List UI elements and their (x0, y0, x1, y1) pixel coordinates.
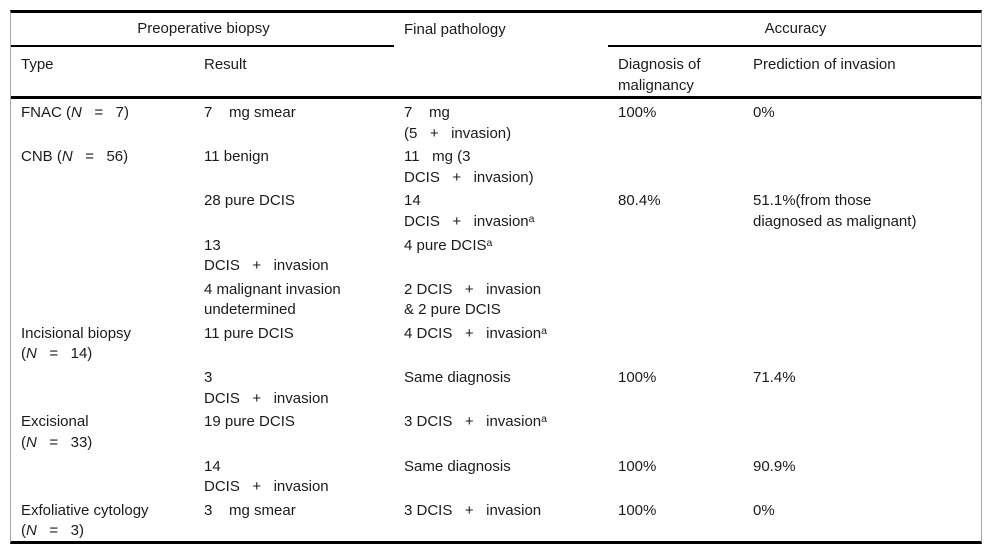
cell-diagnosis-accuracy: 100% (618, 104, 657, 121)
table-row: FNAC (N = 7) 7 mg smear 7 mg (5 + invasi… (11, 99, 981, 143)
cell-result: 19 pure DCIS (204, 413, 295, 431)
cell-result: 28 pure DCIS (204, 192, 295, 210)
col-header-type: Type (21, 56, 54, 73)
cell-invasion-accuracy (743, 143, 981, 188)
cell-final-pathology: 7 mg (5 + invasion) (404, 104, 512, 142)
cell-final-pathology: 4 DCIS + invasiona (404, 324, 547, 342)
table-row: CNB (N = 56) 11 benign 11 mg (3 DCIS + i… (11, 143, 981, 187)
cell-type (11, 187, 194, 232)
cell-diagnosis-accuracy: 100% (618, 457, 657, 475)
table-row: Incisional biopsy (N = 14) 11 pure DCIS … (11, 320, 981, 364)
cell-result: 14 DCIS + invasion (204, 457, 329, 496)
cell-invasion-accuracy: 90.9% (753, 457, 796, 475)
cell-invasion-accuracy: 51.1%(from those diagnosed as malignant) (753, 192, 917, 230)
cell-result: 4 malignant invasion undetermined (204, 280, 341, 319)
col-header-final-pathology-spacer (394, 47, 608, 96)
cell-type: CNB (N = 56) (21, 148, 129, 166)
cell-type: Excisional (N = 33) (21, 413, 93, 451)
table-row: Exfoliative cytology (N = 3) 3 mg smear … (11, 497, 981, 541)
col-header-diagnosis-of-malignancy: Diagnosis of malignancy (618, 56, 701, 94)
cell-final-pathology: 3 DCIS + invasiona (404, 413, 547, 431)
table-row: 14 DCIS + invasion Same diagnosis 100% 9… (11, 453, 981, 497)
header-group-row: Preoperative biopsy Final pathology Accu… (11, 13, 981, 47)
cell-result: 11 pure DCIS (204, 324, 294, 342)
col-group-accuracy: Accuracy (608, 13, 981, 47)
cell-diagnosis-accuracy (608, 320, 743, 365)
table-row: 28 pure DCIS 14 DCIS + invasiona 80.4% 5… (11, 187, 981, 231)
cell-invasion-accuracy: 0% (753, 104, 775, 121)
cell-diagnosis-accuracy (608, 232, 743, 277)
cell-diagnosis-accuracy: 80.4% (618, 192, 661, 210)
col-header-result: Result (204, 56, 247, 73)
cell-diagnosis-accuracy: 100% (618, 501, 657, 519)
cell-result: 7 mg smear (204, 104, 296, 121)
col-group-preoperative-biopsy: Preoperative biopsy (11, 13, 394, 47)
cell-invasion-accuracy (743, 232, 981, 277)
cell-diagnosis-accuracy (608, 408, 743, 453)
cell-diagnosis-accuracy: 100% (618, 369, 657, 387)
cell-diagnosis-accuracy (608, 143, 743, 188)
cell-invasion-accuracy: 0% (753, 501, 775, 519)
cell-type (11, 276, 194, 321)
cell-result: 13 DCIS + invasion (204, 236, 329, 275)
header-row: Type Result Diagnosis of malignancy Pred… (11, 47, 981, 99)
cell-result: 11 benign (204, 148, 269, 166)
table-row: 13 DCIS + invasion 4 pure DCISa (11, 232, 981, 276)
col-header-final-pathology: Final pathology (404, 20, 506, 38)
cell-type (11, 453, 194, 498)
cell-invasion-accuracy (743, 276, 981, 321)
cell-final-pathology: Same diagnosis (404, 457, 511, 475)
cell-invasion-accuracy (743, 320, 981, 365)
cell-final-pathology: 3 DCIS + invasion (404, 501, 542, 519)
cell-type: Exfoliative cytology (N = 3) (21, 501, 149, 540)
results-table: Preoperative biopsy Final pathology Accu… (10, 10, 982, 544)
cell-final-pathology: 2 DCIS + invasion & 2 pure DCIS (404, 280, 542, 319)
cell-type (11, 232, 194, 277)
table-row: 3 DCIS + invasion Same diagnosis 100% 71… (11, 364, 981, 408)
cell-invasion-accuracy (743, 408, 981, 453)
table-row: 4 malignant invasion undetermined 2 DCIS… (11, 276, 981, 320)
cell-result: 3 DCIS + invasion (204, 369, 329, 407)
cell-type: Incisional biopsy (N = 14) (21, 324, 132, 363)
cell-type (11, 364, 194, 409)
table-row: Excisional (N = 33) 19 pure DCIS 3 DCIS … (11, 408, 981, 452)
cell-final-pathology: 11 mg (3 DCIS + invasion) (404, 148, 534, 186)
cell-invasion-accuracy: 71.4% (753, 369, 796, 387)
cell-type: FNAC (N = 7) (21, 104, 129, 121)
cell-final-pathology: 4 pure DCISa (404, 236, 493, 254)
col-header-prediction-of-invasion: Prediction of invasion (753, 56, 896, 73)
cell-final-pathology: 14 DCIS + invasiona (404, 192, 535, 230)
cell-result: 3 mg smear (204, 501, 296, 519)
cell-final-pathology: Same diagnosis (404, 369, 511, 387)
cell-diagnosis-accuracy (608, 276, 743, 321)
